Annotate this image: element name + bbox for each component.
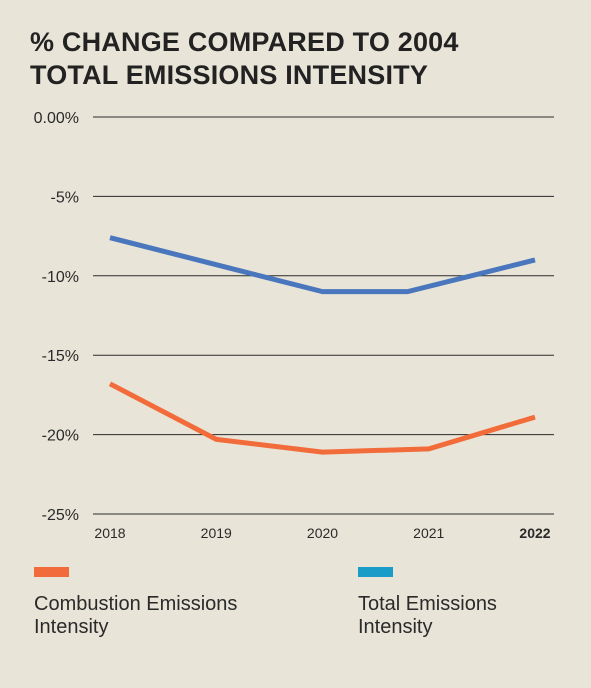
legend-label-total-line-2: Intensity [358,616,433,638]
x-axis-tick-labels: 2018 2019 2020 2021 2022 [94,525,550,541]
y-tick-label: -25% [42,507,79,524]
series-line-combustion [108,381,536,455]
x-tick-label: 2021 [413,525,444,541]
legend-swatch-total [358,567,393,577]
y-tick-label: -20% [42,428,79,445]
chart-title: % CHANGE COMPARED TO 2004 TOTAL EMISSION… [30,26,459,92]
legend-item-total: Total Emissions Intensity [358,567,497,639]
y-tick-label: -5% [51,189,79,206]
chart-title-line-2: TOTAL EMISSIONS INTENSITY [30,60,429,90]
x-tick-label: 2018 [94,525,125,541]
chart-title-line-1: % CHANGE COMPARED TO 2004 [30,27,459,57]
legend-label-total-line-1: Total Emissions [358,593,497,615]
legend-label-combustion-line-2: Intensity [34,616,109,638]
series-line-total [109,235,536,295]
legend-item-combustion: Combustion Emissions Intensity [34,567,237,639]
line-chart: 0.00% -5% -10% -15% -20% -25% 2018 2019 2020 202… [34,110,554,541]
legend-label-combustion-line-1: Combustion Emissions [34,593,238,615]
x-tick-label: 2019 [201,525,232,541]
y-tick-label: -10% [42,269,79,286]
y-tick-label: 0.00% [34,110,79,127]
x-tick-label: 2020 [307,525,338,541]
y-tick-label: -15% [42,348,79,365]
legend-swatch-combustion [34,567,69,577]
series-lines [108,235,536,455]
y-axis-tick-labels: 0.00% -5% -10% -15% -20% -25% [34,110,79,524]
x-tick-label: 2022 [519,525,550,541]
